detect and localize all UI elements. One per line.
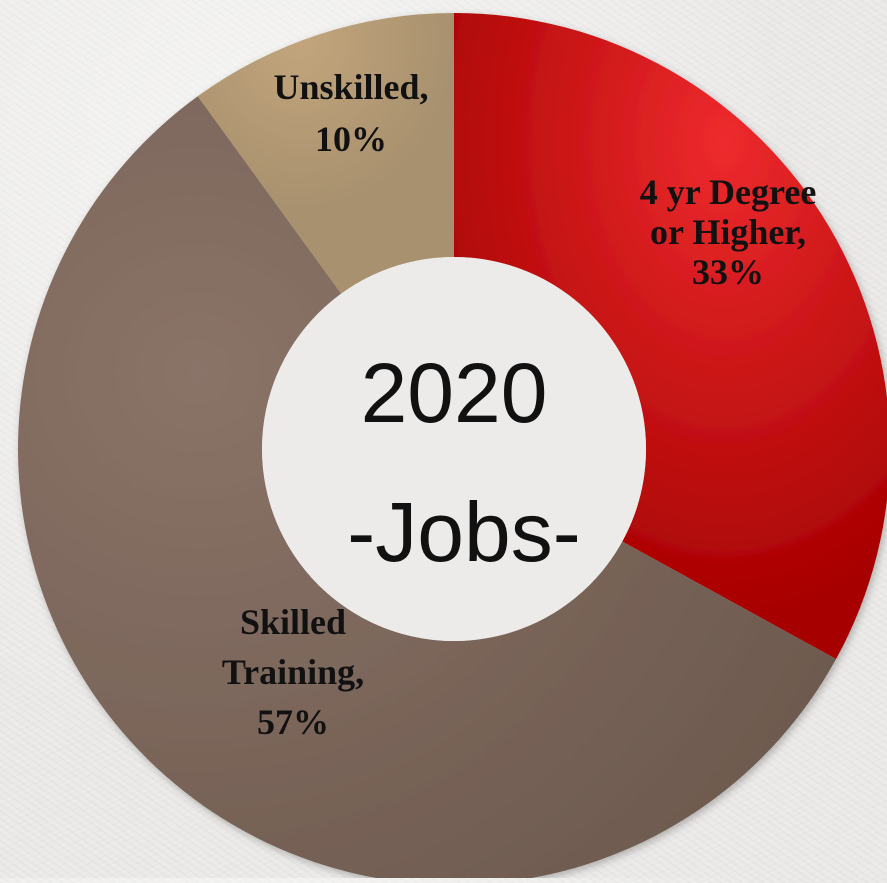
label-line: Training, (222, 652, 364, 692)
donut-hole (262, 257, 646, 641)
label-line: Skilled (240, 602, 346, 642)
slice-four-year-degree (454, 13, 887, 660)
label-line: 33% (692, 252, 764, 292)
label-line: 4 yr Degree (640, 172, 817, 212)
center-text-year: 2020 (361, 346, 548, 440)
label-line: 10% (315, 119, 387, 159)
labels-layer: 4 yr Degree or Higher, 33% Skilled Training,… (222, 67, 817, 742)
label-line: 57% (257, 702, 329, 742)
center-text-subtitle: -Jobs- (347, 485, 580, 579)
slice-skilled-training-label: Skilled Training, 57% (222, 602, 364, 742)
label-line: Unskilled, (273, 67, 428, 107)
label-line: or Higher, (650, 212, 806, 252)
slices-layer (18, 13, 887, 883)
slice-four-year-degree-label: 4 yr Degree or Higher, 33% (640, 172, 817, 292)
slice-unskilled-label: Unskilled, 10% (273, 67, 428, 159)
slice-unskilled (197, 13, 454, 294)
slice-skilled-training (18, 96, 837, 883)
